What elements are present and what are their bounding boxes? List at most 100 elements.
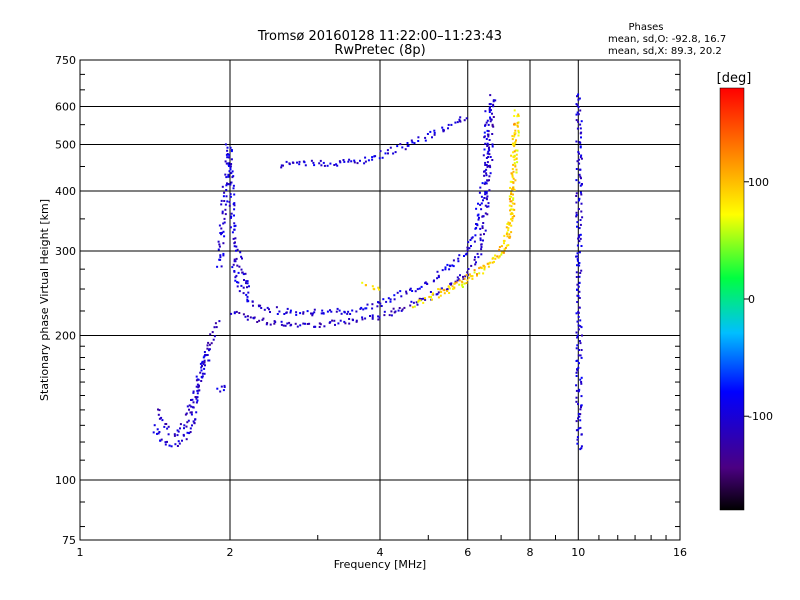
data-point (579, 127, 582, 130)
data-point (308, 322, 311, 325)
data-point (511, 138, 514, 141)
data-point (486, 119, 489, 122)
data-point (517, 131, 520, 134)
data-point (336, 307, 339, 310)
data-point (491, 112, 493, 115)
data-point (496, 255, 499, 258)
data-point (577, 151, 580, 153)
data-point (348, 322, 351, 325)
data-point (242, 273, 245, 276)
data-point (164, 443, 167, 446)
data-point (486, 262, 489, 265)
data-point (511, 174, 514, 177)
data-point (450, 123, 453, 126)
data-point (491, 143, 494, 146)
y-tick-label: 200 (55, 330, 76, 343)
data-point (476, 273, 478, 276)
data-point (222, 389, 225, 392)
data-point (387, 152, 389, 155)
data-point (359, 159, 361, 162)
data-point (399, 143, 402, 146)
data-point (485, 197, 488, 200)
data-point (218, 320, 221, 323)
data-point (355, 310, 358, 313)
data-point (448, 268, 451, 271)
data-point (433, 129, 436, 132)
data-point (426, 282, 428, 285)
data-point (478, 216, 480, 219)
data-point (223, 221, 226, 224)
data-point (266, 306, 269, 309)
data-point (470, 264, 473, 267)
data-point (409, 304, 412, 307)
data-point (313, 308, 316, 311)
data-point (235, 249, 237, 252)
data-point (482, 215, 485, 218)
data-point (484, 142, 487, 145)
data-point (286, 322, 289, 325)
data-point (452, 287, 454, 290)
data-point (227, 175, 230, 178)
data-point (514, 164, 517, 167)
data-point (322, 312, 325, 315)
data-point (576, 111, 579, 114)
data-point (467, 268, 470, 270)
data-point (485, 174, 488, 177)
data-point (480, 267, 483, 270)
data-point (579, 223, 582, 226)
data-point (488, 146, 490, 149)
data-point (186, 405, 189, 408)
data-point (517, 115, 520, 117)
data-point (477, 218, 480, 221)
data-point (577, 312, 580, 314)
data-point (483, 135, 486, 138)
data-point (170, 445, 173, 448)
data-point (576, 255, 579, 258)
data-point (576, 320, 579, 323)
data-point (486, 152, 489, 155)
data-point (403, 306, 406, 309)
data-point (234, 237, 237, 240)
data-point (329, 321, 332, 324)
colorbar-label: [deg] (717, 71, 752, 86)
data-point (510, 200, 513, 203)
data-point (510, 193, 513, 195)
data-point (431, 298, 433, 301)
data-point (451, 264, 454, 267)
data-point (576, 438, 579, 441)
data-point (513, 188, 516, 191)
data-point (343, 160, 346, 163)
data-point (240, 284, 243, 287)
data-point (298, 163, 301, 166)
data-point (477, 256, 480, 259)
data-point (441, 269, 444, 272)
data-point (157, 432, 160, 435)
data-point (424, 297, 426, 300)
data-point (225, 153, 228, 156)
chart-subtitle: RwPretec (8p) (334, 43, 425, 58)
data-point (230, 150, 233, 153)
data-point (195, 397, 198, 400)
data-point (296, 161, 298, 164)
data-point (405, 292, 408, 295)
data-point (575, 140, 578, 143)
data-point (414, 290, 417, 293)
data-point (278, 310, 281, 313)
data-point (201, 376, 204, 379)
data-point (411, 290, 414, 292)
data-point (579, 168, 581, 171)
data-point (514, 179, 517, 182)
data-point (433, 279, 435, 282)
data-point (229, 226, 232, 229)
data-point (576, 221, 579, 224)
data-point (160, 438, 163, 441)
data-point (311, 314, 314, 317)
data-point (192, 406, 195, 409)
data-point (479, 266, 482, 269)
data-point (580, 445, 583, 448)
data-point (389, 300, 392, 303)
data-point (579, 378, 582, 381)
data-point (196, 392, 199, 395)
data-point (471, 236, 474, 239)
data-point (483, 131, 486, 134)
